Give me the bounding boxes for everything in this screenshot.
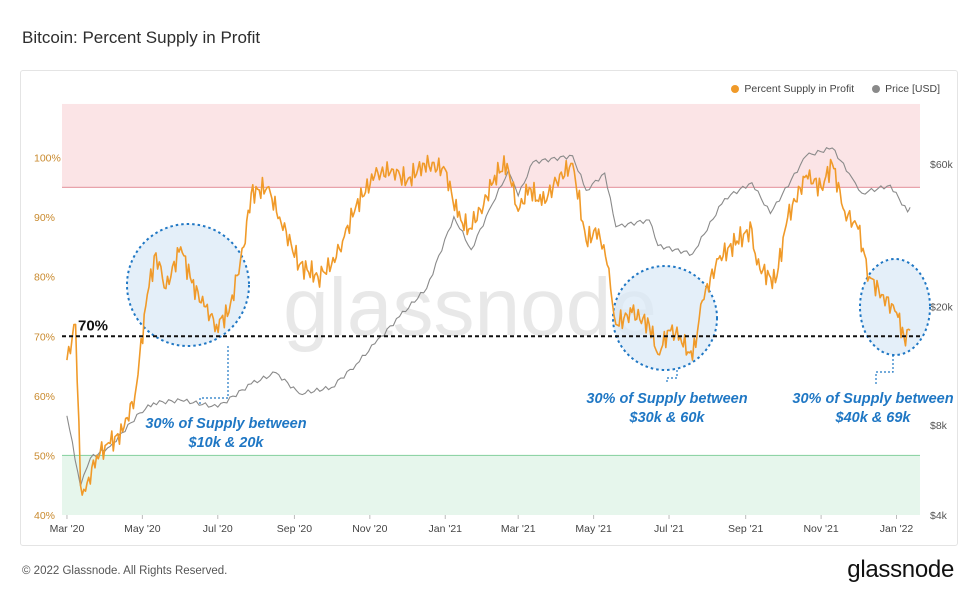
x-tick-label: May '21 (575, 523, 612, 535)
threshold-label: 70% (78, 317, 108, 334)
y-left-tick: 40% (34, 510, 55, 522)
y-right-tick: $60k (930, 159, 954, 171)
y-right-tick: $20k (930, 302, 954, 314)
annotation-text: 30% of Supply between (792, 391, 953, 407)
chart-title: Bitcoin: Percent Supply in Profit (22, 28, 261, 47)
y-left-tick: 60% (34, 391, 55, 403)
x-tick-label: Sep '21 (728, 523, 763, 535)
x-tick-label: Mar '20 (50, 523, 85, 535)
x-tick-label: Nov '21 (803, 523, 838, 535)
legend-label-profit: Percent Supply in Profit (744, 83, 855, 95)
x-tick-label: Jul '21 (654, 523, 684, 535)
chart-legend: Percent Supply in Profit Price [USD] (731, 83, 940, 95)
price-series-line (66, 146, 911, 487)
legend-dot-profit (731, 85, 740, 93)
annotation-text: 30% of Supply between (145, 416, 306, 432)
legend-item-price[interactable]: Price [USD] (872, 83, 940, 95)
x-tick-label: Jan '21 (428, 523, 462, 535)
annotation-text: 30% of Supply between (586, 391, 747, 407)
legend-item-profit[interactable]: Percent Supply in Profit (731, 83, 854, 95)
copyright-text: © 2022 Glassnode. All Rights Reserved. (22, 565, 228, 577)
legend-label-price: Price [USD] (885, 83, 940, 95)
highlight-circle (126, 223, 250, 347)
y-left-tick: 90% (34, 212, 55, 224)
x-tick-label: Nov '20 (352, 523, 387, 535)
annotation-text: $40k & 69k (835, 410, 912, 426)
annotation-text: $30k & 60k (629, 410, 706, 426)
highlight-circle (859, 258, 931, 356)
legend-dot-price (872, 85, 881, 93)
annotation-connector (875, 355, 894, 384)
y-right-tick: $8k (930, 420, 948, 432)
annotation-connector (666, 370, 678, 384)
x-tick-label: Sep '20 (277, 523, 312, 535)
x-tick-label: Mar '21 (501, 523, 536, 535)
annotation-connector (199, 346, 229, 404)
y-left-tick: 70% (34, 331, 55, 343)
brand-logo[interactable]: glassnode (847, 556, 954, 583)
y-left-tick: 80% (34, 272, 55, 284)
highlight-circle (612, 265, 718, 371)
x-tick-label: May '20 (124, 523, 161, 535)
x-tick-label: Jul '20 (203, 523, 233, 535)
band-green (62, 455, 920, 515)
annotation-text: $10k & 20k (188, 435, 265, 451)
profit-series-line (66, 154, 911, 496)
y-left-tick: 100% (34, 153, 61, 165)
band-red (62, 103, 920, 188)
y-right-tick: $4k (930, 510, 948, 522)
x-tick-label: Jan '22 (880, 523, 914, 535)
y-left-tick: 50% (34, 450, 55, 462)
watermark: glassnode (283, 262, 657, 353)
